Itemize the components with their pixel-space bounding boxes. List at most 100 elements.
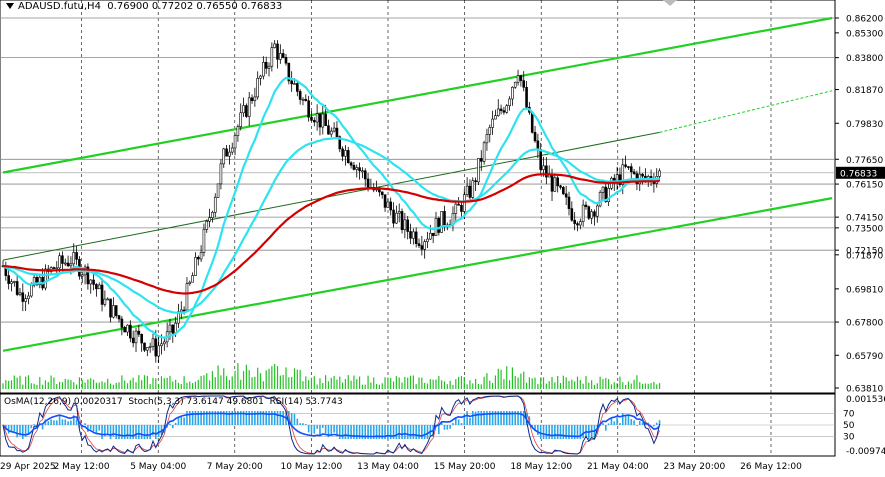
horizontal-levels bbox=[0, 17, 835, 323]
candle-body bbox=[539, 149, 543, 170]
candle-body bbox=[361, 170, 364, 173]
candle-body bbox=[134, 330, 138, 344]
candle-body bbox=[63, 262, 67, 265]
candle-body bbox=[474, 180, 477, 183]
candle-body bbox=[460, 205, 463, 212]
time-tick-label: 7 May 20:00 bbox=[207, 462, 263, 472]
candle-body bbox=[601, 186, 605, 193]
candle-body bbox=[95, 284, 98, 290]
osma-min-label: -0.0097470 bbox=[846, 447, 885, 457]
candle-body bbox=[301, 98, 305, 101]
candle-body bbox=[344, 150, 347, 157]
candle-body bbox=[273, 43, 276, 48]
candle-body bbox=[10, 281, 13, 284]
candle-body bbox=[553, 177, 557, 192]
indicator-pane: 70 50 30 0.0015364 -0.0097470 bbox=[0, 395, 885, 457]
candle-body bbox=[550, 174, 554, 192]
candle-body bbox=[293, 83, 296, 85]
candle-body bbox=[338, 136, 342, 150]
candle-body bbox=[29, 284, 33, 297]
oscillator-level-label: 70 bbox=[843, 409, 855, 419]
candle-body bbox=[148, 346, 152, 348]
candle-body bbox=[242, 105, 245, 114]
candle-body bbox=[627, 166, 630, 168]
candle-body bbox=[414, 231, 418, 244]
candle-body bbox=[403, 219, 407, 230]
current-price-label: 0.76833 bbox=[840, 169, 877, 179]
ema-mid-line bbox=[2, 136, 660, 314]
candle-body bbox=[533, 132, 537, 142]
candle-body bbox=[429, 232, 432, 240]
candle-body bbox=[624, 164, 627, 167]
time-tick-label: 21 May 04:00 bbox=[587, 462, 649, 472]
candle-body bbox=[196, 257, 200, 260]
time-tick-label: 2 May 12:00 bbox=[54, 462, 110, 472]
candle-body bbox=[431, 232, 435, 236]
candle-body bbox=[321, 113, 325, 128]
candle-body bbox=[485, 134, 489, 144]
candle-body bbox=[259, 75, 262, 79]
channel-mid-projection bbox=[659, 90, 833, 133]
candle-body bbox=[21, 292, 25, 302]
candle-body bbox=[146, 347, 149, 351]
candle-body bbox=[205, 221, 209, 230]
candle-body bbox=[352, 164, 356, 170]
price-tick-label: 0.83800 bbox=[846, 54, 883, 64]
candle-body bbox=[202, 229, 206, 253]
volume-bars bbox=[2, 363, 661, 389]
candle-body bbox=[44, 268, 47, 289]
candle-body bbox=[120, 318, 124, 328]
candle-body bbox=[109, 298, 112, 318]
candle-body bbox=[392, 209, 395, 224]
candlesticks bbox=[1, 40, 661, 363]
candle-body bbox=[157, 345, 160, 357]
candle-body bbox=[267, 65, 271, 69]
time-tick-label: 15 May 20:00 bbox=[434, 462, 496, 472]
candle-body bbox=[222, 148, 226, 165]
candle-body bbox=[536, 140, 540, 150]
candle-body bbox=[211, 212, 214, 218]
candle-body bbox=[188, 281, 192, 284]
candle-body bbox=[400, 211, 404, 230]
candle-body bbox=[177, 311, 180, 324]
candle-body bbox=[86, 266, 90, 285]
candle-body bbox=[233, 135, 237, 149]
candle-body bbox=[7, 275, 10, 284]
candle-body bbox=[72, 252, 76, 265]
candle-body bbox=[621, 164, 625, 185]
candle-body bbox=[491, 118, 494, 128]
candle-body bbox=[194, 257, 197, 276]
price-tick-label: 0.74150 bbox=[846, 214, 883, 224]
time-tick-label: 26 May 12:00 bbox=[740, 462, 802, 472]
candle-body bbox=[276, 43, 279, 60]
candle-body bbox=[55, 267, 59, 270]
candle-body bbox=[100, 284, 104, 305]
osma-label: OsMA(12,26,9) 0.0020317 bbox=[4, 397, 123, 407]
candle-body bbox=[129, 324, 132, 339]
candle-body bbox=[570, 208, 574, 221]
candle-body bbox=[89, 279, 93, 285]
candle-body bbox=[24, 298, 27, 302]
candle-body bbox=[573, 219, 576, 224]
oscillator-level-label: 50 bbox=[843, 421, 855, 431]
candle-body bbox=[468, 185, 472, 198]
ema-long-line bbox=[2, 173, 660, 295]
candle-body bbox=[564, 193, 568, 198]
osma-max-label: 0.0015364 bbox=[846, 395, 885, 405]
candle-body bbox=[658, 170, 661, 177]
candle-body bbox=[559, 185, 562, 188]
price-tick-label: 0.81870 bbox=[846, 86, 883, 96]
time-tick-label: 13 May 04:00 bbox=[357, 462, 419, 472]
dropdown-arrow-icon[interactable] bbox=[6, 3, 14, 9]
candle-body bbox=[179, 309, 183, 312]
candle-body bbox=[440, 211, 443, 233]
main-plot-frame bbox=[0, 0, 836, 394]
candle-body bbox=[310, 116, 313, 121]
candle-body bbox=[607, 187, 610, 203]
stoch-label: Stoch(5,3,3) 73.6147 49.6801 bbox=[128, 397, 264, 407]
chart-shift-marker[interactable] bbox=[663, 0, 677, 6]
candle-body bbox=[395, 212, 398, 224]
candle-body bbox=[126, 324, 129, 333]
candle-body bbox=[420, 245, 424, 250]
